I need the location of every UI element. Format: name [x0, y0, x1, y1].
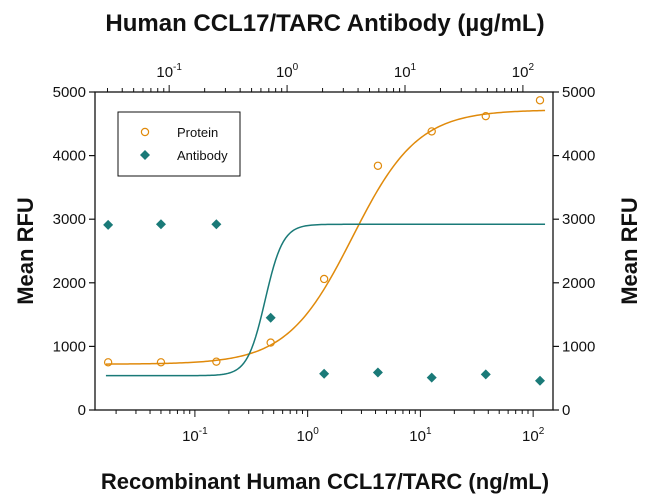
y-tick-label-left: 4000: [53, 148, 86, 165]
x-bottom-tick-label: 10-1: [182, 426, 208, 445]
point-protein: [319, 274, 329, 284]
x-top-tick-label: 10-1: [156, 62, 182, 81]
y-axis-title-left: Mean RFU: [13, 197, 38, 305]
point-protein: [535, 96, 545, 105]
plot-frame: [94, 91, 554, 411]
point-protein: [373, 161, 383, 170]
point-antibody: [265, 312, 276, 323]
legend-marker-protein: [140, 127, 150, 137]
point-antibody: [480, 369, 491, 380]
y-tick-label-left: 0: [78, 402, 86, 419]
point-antibody: [103, 219, 114, 230]
y-tick-label-left: 2000: [53, 275, 86, 292]
x-top-tick-label: 100: [276, 62, 299, 81]
point-protein: [156, 358, 166, 367]
point-protein: [427, 127, 436, 136]
legend-label-protein: Protein: [177, 125, 218, 140]
fit-curves: [105, 109, 546, 377]
x-axis-bottom: 10-1 100 101 102: [115, 410, 545, 445]
y-axis-left: 0 1000 2000 3000 4000 5000: [53, 84, 95, 419]
y-tick-label-right: 1000: [562, 338, 595, 355]
point-antibody: [372, 367, 383, 378]
point-antibody: [155, 219, 166, 230]
fit-curve-protein: [105, 109, 546, 365]
x-top-tick-label: 101: [394, 62, 417, 81]
fit-curve-antibody: [105, 223, 546, 377]
y-axis-title-right: Mean RFU: [617, 197, 642, 305]
point-protein: [481, 111, 490, 121]
y-tick-label-left: 3000: [53, 211, 86, 228]
chart-title: Human CCL17/TARC Antibody (µg/mL): [105, 10, 544, 37]
x-bottom-tick-label: 100: [297, 426, 320, 445]
point-antibody: [211, 219, 222, 230]
legend-marker-antibody: [140, 150, 150, 160]
legend: Protein Antibody: [117, 111, 241, 177]
y-tick-label-right: 2000: [562, 275, 595, 292]
y-tick-label-left: 1000: [53, 338, 86, 355]
point-protein: [212, 357, 221, 366]
point-protein: [103, 358, 113, 367]
y-tick-label-right: 3000: [562, 211, 595, 228]
data-points: [103, 96, 545, 386]
point-antibody: [426, 372, 437, 383]
y-tick-label-right: 0: [562, 402, 570, 419]
y-tick-label-right: 5000: [562, 84, 595, 101]
y-tick-label-right: 4000: [562, 148, 595, 165]
point-antibody: [319, 368, 330, 379]
legend-box: [117, 111, 241, 177]
x-bottom-tick-label: 102: [522, 426, 545, 445]
y-axis-right: 0 1000 2000 3000 4000 5000: [553, 84, 595, 419]
x-axis-title: Recombinant Human CCL17/TARC (ng/mL): [101, 469, 549, 494]
point-antibody: [534, 375, 545, 386]
x-bottom-tick-label: 101: [409, 426, 432, 445]
x-top-tick-label: 102: [512, 62, 535, 81]
point-protein: [266, 338, 275, 347]
y-tick-label-left: 5000: [53, 84, 86, 101]
x-axis-top: 10-1 100 101 102: [107, 62, 535, 92]
legend-label-antibody: Antibody: [177, 148, 228, 163]
